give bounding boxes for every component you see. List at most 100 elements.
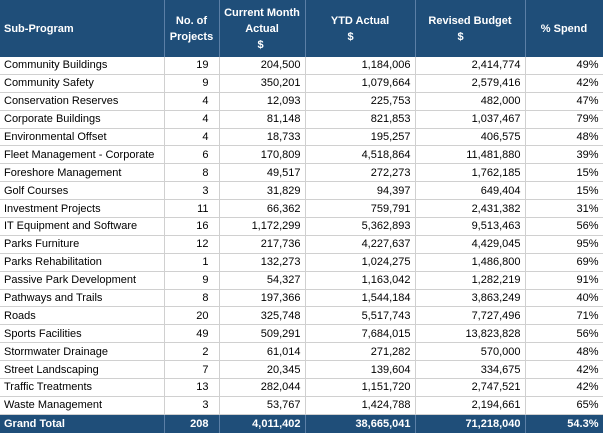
row-name: Community Buildings (0, 57, 165, 75)
row-current: 350,201 (219, 74, 306, 93)
total-current: 4,011,402 (219, 414, 306, 433)
row-current: 197,366 (219, 289, 306, 308)
row-current: 18,733 (219, 128, 306, 147)
row-current: 66,362 (219, 199, 306, 219)
header-projects: No. of Projects (164, 0, 220, 57)
row-current: 54,327 (219, 271, 306, 290)
header-current-line1: Current Month (224, 6, 300, 19)
table-row: Parks Furniture 12 217,736 4,227,637 4,429,0… (0, 235, 603, 254)
table-row: Pathways and Trails 8 197,366 1,544,184 3,86… (0, 289, 603, 308)
table-row: Corporate Buildings 4 81,148 821,853 1,037,4… (0, 110, 603, 129)
header-current-unit: $ (257, 38, 264, 51)
row-ytd: 1,024,275 (305, 253, 416, 272)
row-budget: 2,579,416 (415, 74, 526, 93)
row-projects: 13 (164, 378, 220, 397)
header-current-month: Current Month Actual $ (219, 0, 306, 57)
row-spend: 39% (525, 145, 603, 165)
row-ytd: 7,684,015 (305, 324, 416, 344)
row-name: Sports Facilities (0, 324, 165, 344)
row-spend: 65% (525, 396, 603, 415)
row-projects: 1 (164, 253, 220, 272)
row-budget: 482,000 (415, 92, 526, 111)
row-budget: 406,575 (415, 128, 526, 147)
row-projects: 3 (164, 181, 220, 201)
row-name: Community Safety (0, 74, 165, 93)
row-spend: 48% (525, 128, 603, 147)
row-ytd: 94,397 (305, 181, 416, 201)
row-current: 170,809 (219, 145, 306, 165)
row-current: 53,767 (219, 396, 306, 415)
row-projects: 3 (164, 396, 220, 415)
row-name: Traffic Treatments (0, 378, 165, 397)
row-spend: 91% (525, 271, 603, 290)
row-current: 204,500 (219, 57, 306, 75)
row-current: 61,014 (219, 342, 306, 362)
row-current: 325,748 (219, 306, 306, 326)
row-current: 31,829 (219, 181, 306, 201)
header-spend: % Spend (525, 0, 603, 57)
row-ytd: 271,282 (305, 342, 416, 362)
row-spend: 56% (525, 217, 603, 236)
row-current: 282,044 (219, 378, 306, 397)
row-name: Corporate Buildings (0, 110, 165, 129)
row-projects: 4 (164, 92, 220, 111)
row-budget: 2,431,382 (415, 199, 526, 219)
header-budget-label: Revised Budget (428, 14, 512, 27)
row-budget: 4,429,045 (415, 235, 526, 254)
table-row: Waste Management 3 53,767 1,424,788 2,194,66… (0, 396, 603, 415)
row-projects: 6 (164, 145, 220, 165)
header-ytd-actual: YTD Actual $ (305, 0, 416, 57)
row-ytd: 4,227,637 (305, 235, 416, 254)
row-name: Conservation Reserves (0, 92, 165, 111)
total-ytd: 38,665,041 (305, 414, 416, 433)
header-ytd-label: YTD Actual (330, 14, 390, 27)
row-spend: 47% (525, 92, 603, 111)
row-spend: 69% (525, 253, 603, 272)
row-budget: 11,481,880 (415, 145, 526, 165)
row-current: 20,345 (219, 360, 306, 380)
row-budget: 1,282,219 (415, 271, 526, 290)
row-spend: 15% (525, 181, 603, 201)
table-row: Traffic Treatments 13 282,044 1,151,720 2,74… (0, 378, 603, 397)
row-name: Investment Projects (0, 199, 165, 219)
table-row: Community Safety 9 350,201 1,079,664 2,579,4… (0, 74, 603, 93)
row-name: Golf Courses (0, 181, 165, 201)
grand-total-row: Grand Total 208 4,011,402 38,665,041 71,… (0, 414, 603, 433)
row-name: Roads (0, 306, 165, 326)
row-projects: 4 (164, 110, 220, 129)
row-name: Waste Management (0, 396, 165, 415)
row-name: Environmental Offset (0, 128, 165, 147)
row-projects: 9 (164, 271, 220, 290)
row-ytd: 1,184,006 (305, 57, 416, 75)
row-name: Parks Rehabilitation (0, 253, 165, 272)
row-budget: 9,513,463 (415, 217, 526, 236)
table-row: Stormwater Drainage 2 61,014 271,282 570,000… (0, 342, 603, 362)
table-row: Fleet Management - Corporate 6 170,809 4,51… (0, 145, 603, 165)
row-ytd: 1,544,184 (305, 289, 416, 308)
table-row: Community Buildings 19 204,500 1,184,006 2,4… (0, 57, 603, 75)
row-current: 49,517 (219, 163, 306, 183)
row-spend: 48% (525, 342, 603, 362)
row-ytd: 272,273 (305, 163, 416, 183)
row-budget: 570,000 (415, 342, 526, 362)
row-spend: 95% (525, 235, 603, 254)
row-current: 132,273 (219, 253, 306, 272)
row-projects: 2 (164, 342, 220, 362)
row-budget: 2,414,774 (415, 57, 526, 75)
row-ytd: 759,791 (305, 199, 416, 219)
row-spend: 49% (525, 57, 603, 75)
row-ytd: 1,151,720 (305, 378, 416, 397)
row-name: Street Landscaping (0, 360, 165, 380)
row-projects: 16 (164, 217, 220, 236)
total-budget: 71,218,040 (415, 414, 526, 433)
row-spend: 79% (525, 110, 603, 129)
row-name: Foreshore Management (0, 163, 165, 183)
row-spend: 42% (525, 378, 603, 397)
row-name: Passive Park Development (0, 271, 165, 290)
header-projects-line2: Projects (169, 30, 214, 43)
row-projects: 19 (164, 57, 220, 75)
row-name: Pathways and Trails (0, 289, 165, 308)
row-current: 1,172,299 (219, 217, 306, 236)
row-spend: 71% (525, 306, 603, 326)
